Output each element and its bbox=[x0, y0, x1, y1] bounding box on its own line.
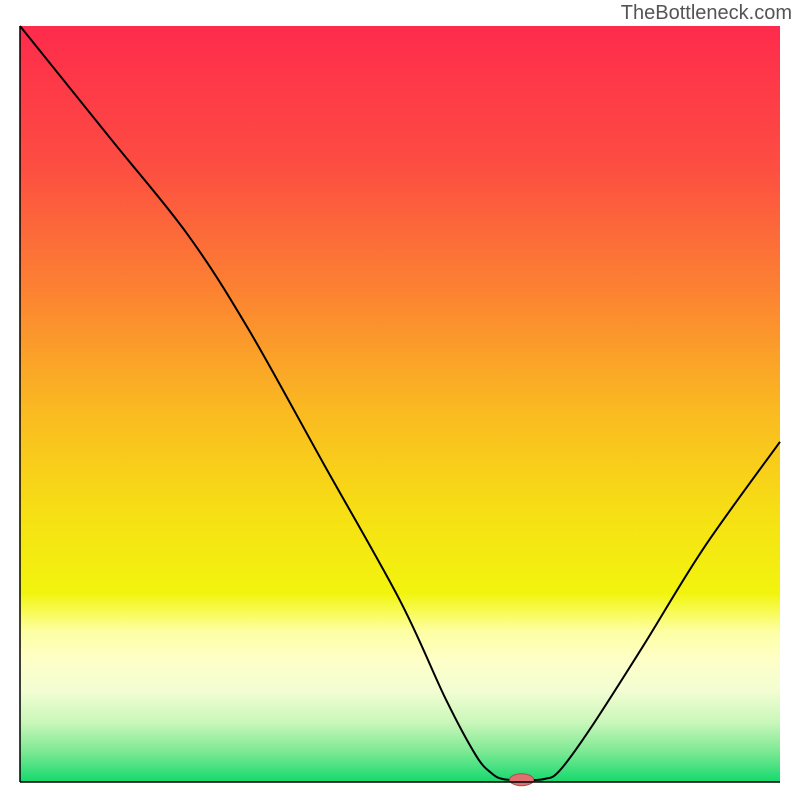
optimal-point-marker bbox=[510, 774, 534, 786]
watermark-text: TheBottleneck.com bbox=[621, 2, 792, 25]
chart-background-gradient bbox=[20, 26, 780, 782]
bottleneck-chart bbox=[0, 0, 800, 800]
